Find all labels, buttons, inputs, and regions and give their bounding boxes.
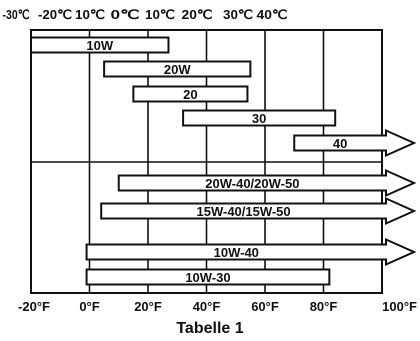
bar-label: 20W bbox=[164, 62, 191, 77]
chart-caption: Tabelle 1 bbox=[176, 320, 243, 337]
viscosity-bar: 10W-40 bbox=[85, 237, 417, 267]
bar-label: 10W-40 bbox=[214, 245, 259, 260]
bar-label: 40 bbox=[333, 136, 347, 151]
bar-arrow bbox=[117, 168, 417, 198]
bar-rect bbox=[30, 36, 170, 54]
celsius-tick-label: -30℃ bbox=[3, 7, 30, 22]
bar-label: 20W-40/20W-50 bbox=[205, 176, 299, 191]
bar-label: 10W bbox=[86, 38, 113, 53]
bar-rect bbox=[85, 268, 331, 286]
bar-rect bbox=[103, 60, 252, 78]
viscosity-bar: 20W-40/20W-50 bbox=[117, 168, 417, 198]
bar-label: 10W-30 bbox=[185, 270, 230, 285]
fahrenheit-tick-label: 40°F bbox=[193, 299, 221, 314]
celsius-tick-label: 40℃ bbox=[257, 7, 288, 22]
viscosity-bar: 20 bbox=[132, 85, 249, 103]
bar-label: 30 bbox=[252, 111, 266, 126]
fahrenheit-tick-label: 20°F bbox=[134, 299, 162, 314]
celsius-axis: -30℃ -20℃ 10℃ 0℃ 10℃ 20℃ 30℃ 40℃ bbox=[3, 7, 288, 22]
viscosity-bar: 10W-30 bbox=[85, 268, 331, 286]
bar-label: 15W-40/15W-50 bbox=[197, 204, 291, 219]
chart-bars: 10W 20W 20 30 40 20W-40/20W-50 15W-40/15W-50 10… bbox=[30, 36, 417, 286]
fahrenheit-tick-label: 80°F bbox=[310, 299, 338, 314]
bar-arrow bbox=[85, 237, 417, 267]
celsius-tick-label: 30℃ bbox=[223, 7, 253, 22]
viscosity-bar: 40 bbox=[293, 128, 417, 158]
viscosity-bar: 30 bbox=[182, 109, 337, 127]
celsius-tick-label: 10℃ bbox=[145, 7, 175, 22]
fahrenheit-tick-label: 100°F bbox=[382, 299, 417, 314]
viscosity-bar: 20W bbox=[103, 60, 252, 78]
celsius-tick-label: 0℃ bbox=[111, 7, 140, 22]
viscosity-bar: 15W-40/15W-50 bbox=[100, 196, 417, 226]
bar-rect bbox=[182, 109, 337, 127]
bar-label: 20 bbox=[183, 87, 197, 102]
fahrenheit-axis: -20°F 0°F 20°F 40°F 60°F 80°F 100°F bbox=[18, 299, 417, 314]
celsius-tick-label: 10℃ bbox=[75, 7, 105, 22]
celsius-tick-label: 20℃ bbox=[182, 7, 213, 22]
viscosity-bar: 10W bbox=[30, 36, 170, 54]
bar-rect bbox=[132, 85, 249, 103]
fahrenheit-tick-label: -20°F bbox=[18, 299, 50, 314]
fahrenheit-tick-label: 60°F bbox=[251, 299, 279, 314]
bar-arrow bbox=[100, 196, 417, 226]
fahrenheit-tick-label: 0°F bbox=[79, 299, 99, 314]
bar-arrow bbox=[293, 128, 417, 158]
celsius-tick-label: -20℃ bbox=[38, 7, 72, 22]
